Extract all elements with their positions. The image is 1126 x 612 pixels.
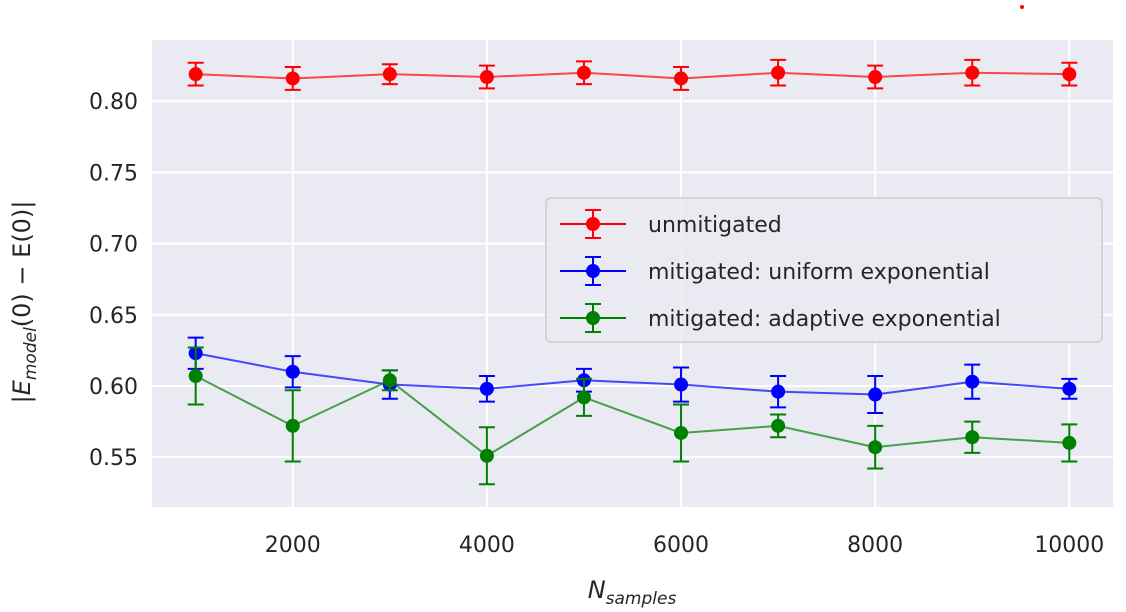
data-point <box>965 430 980 445</box>
data-point <box>868 387 883 402</box>
x-axis-label: Nsamples <box>588 576 677 609</box>
y-axis-label-post: (0) − E(0)| <box>8 201 36 328</box>
series-line <box>195 71 1070 80</box>
data-point <box>1062 381 1077 396</box>
y-tick-label: 0.80 <box>89 90 138 115</box>
legend-label: unmitigated <box>648 213 782 238</box>
legend-swatch-marker <box>586 217 600 231</box>
legend-swatch-marker <box>586 264 600 278</box>
data-point <box>285 71 300 86</box>
data-point <box>674 377 689 392</box>
data-series <box>187 58 1078 486</box>
y-axis-label: |Emodel(0) − E(0)| <box>8 201 41 404</box>
x-axis-label-main: N <box>588 576 606 604</box>
y-tick-label: 0.70 <box>89 233 138 258</box>
data-point <box>285 364 300 379</box>
data-point <box>382 373 397 388</box>
data-point <box>771 65 786 80</box>
data-point <box>479 70 494 85</box>
y-tick-label: 0.75 <box>89 161 138 186</box>
series-line <box>195 352 1070 396</box>
y-tick-label: 0.60 <box>89 375 138 400</box>
data-point <box>965 65 980 80</box>
series-line <box>195 375 1070 457</box>
x-tick-label: 6000 <box>653 533 709 558</box>
legend-label: mitigated: adaptive exponential <box>648 307 1001 332</box>
data-point <box>868 440 883 455</box>
y-tick-labels: 0.55 0.60 0.65 0.70 0.75 0.80 <box>89 90 138 471</box>
x-axis-label-sub: samples <box>606 589 677 609</box>
data-point <box>771 384 786 399</box>
data-point <box>188 67 203 82</box>
y-axis-label-pre: |E <box>8 379 36 403</box>
x-tick-label: 10000 <box>1034 533 1104 558</box>
y-axis-label-sub: model <box>21 327 41 380</box>
data-point <box>1062 67 1077 82</box>
data-point <box>382 67 397 82</box>
y-tick-label: 0.55 <box>89 446 138 471</box>
x-tick-labels: 2000 4000 6000 8000 10000 <box>265 533 1105 558</box>
x-tick-label: 4000 <box>459 533 515 558</box>
legend-frame <box>545 197 1103 343</box>
legend: unmitigated mitigated: uniform exponentia… <box>545 197 1103 343</box>
series-group <box>187 336 1078 415</box>
data-point <box>965 374 980 389</box>
data-point <box>771 418 786 433</box>
x-tick-label: 2000 <box>265 533 321 558</box>
data-point <box>479 448 494 463</box>
series-group <box>187 58 1078 91</box>
data-point <box>285 418 300 433</box>
legend-swatch-marker <box>586 311 600 325</box>
data-point <box>868 70 883 85</box>
x-tick-label: 8000 <box>847 533 903 558</box>
data-point <box>188 369 203 384</box>
data-point <box>576 65 591 80</box>
data-point <box>674 425 689 440</box>
y-tick-label: 0.65 <box>89 304 138 329</box>
corner-red-dot <box>1020 5 1024 9</box>
data-point <box>1062 435 1077 450</box>
data-point <box>479 381 494 396</box>
data-point <box>576 390 591 405</box>
data-point <box>674 71 689 86</box>
legend-label: mitigated: uniform exponential <box>648 260 990 285</box>
series-group <box>187 346 1078 486</box>
